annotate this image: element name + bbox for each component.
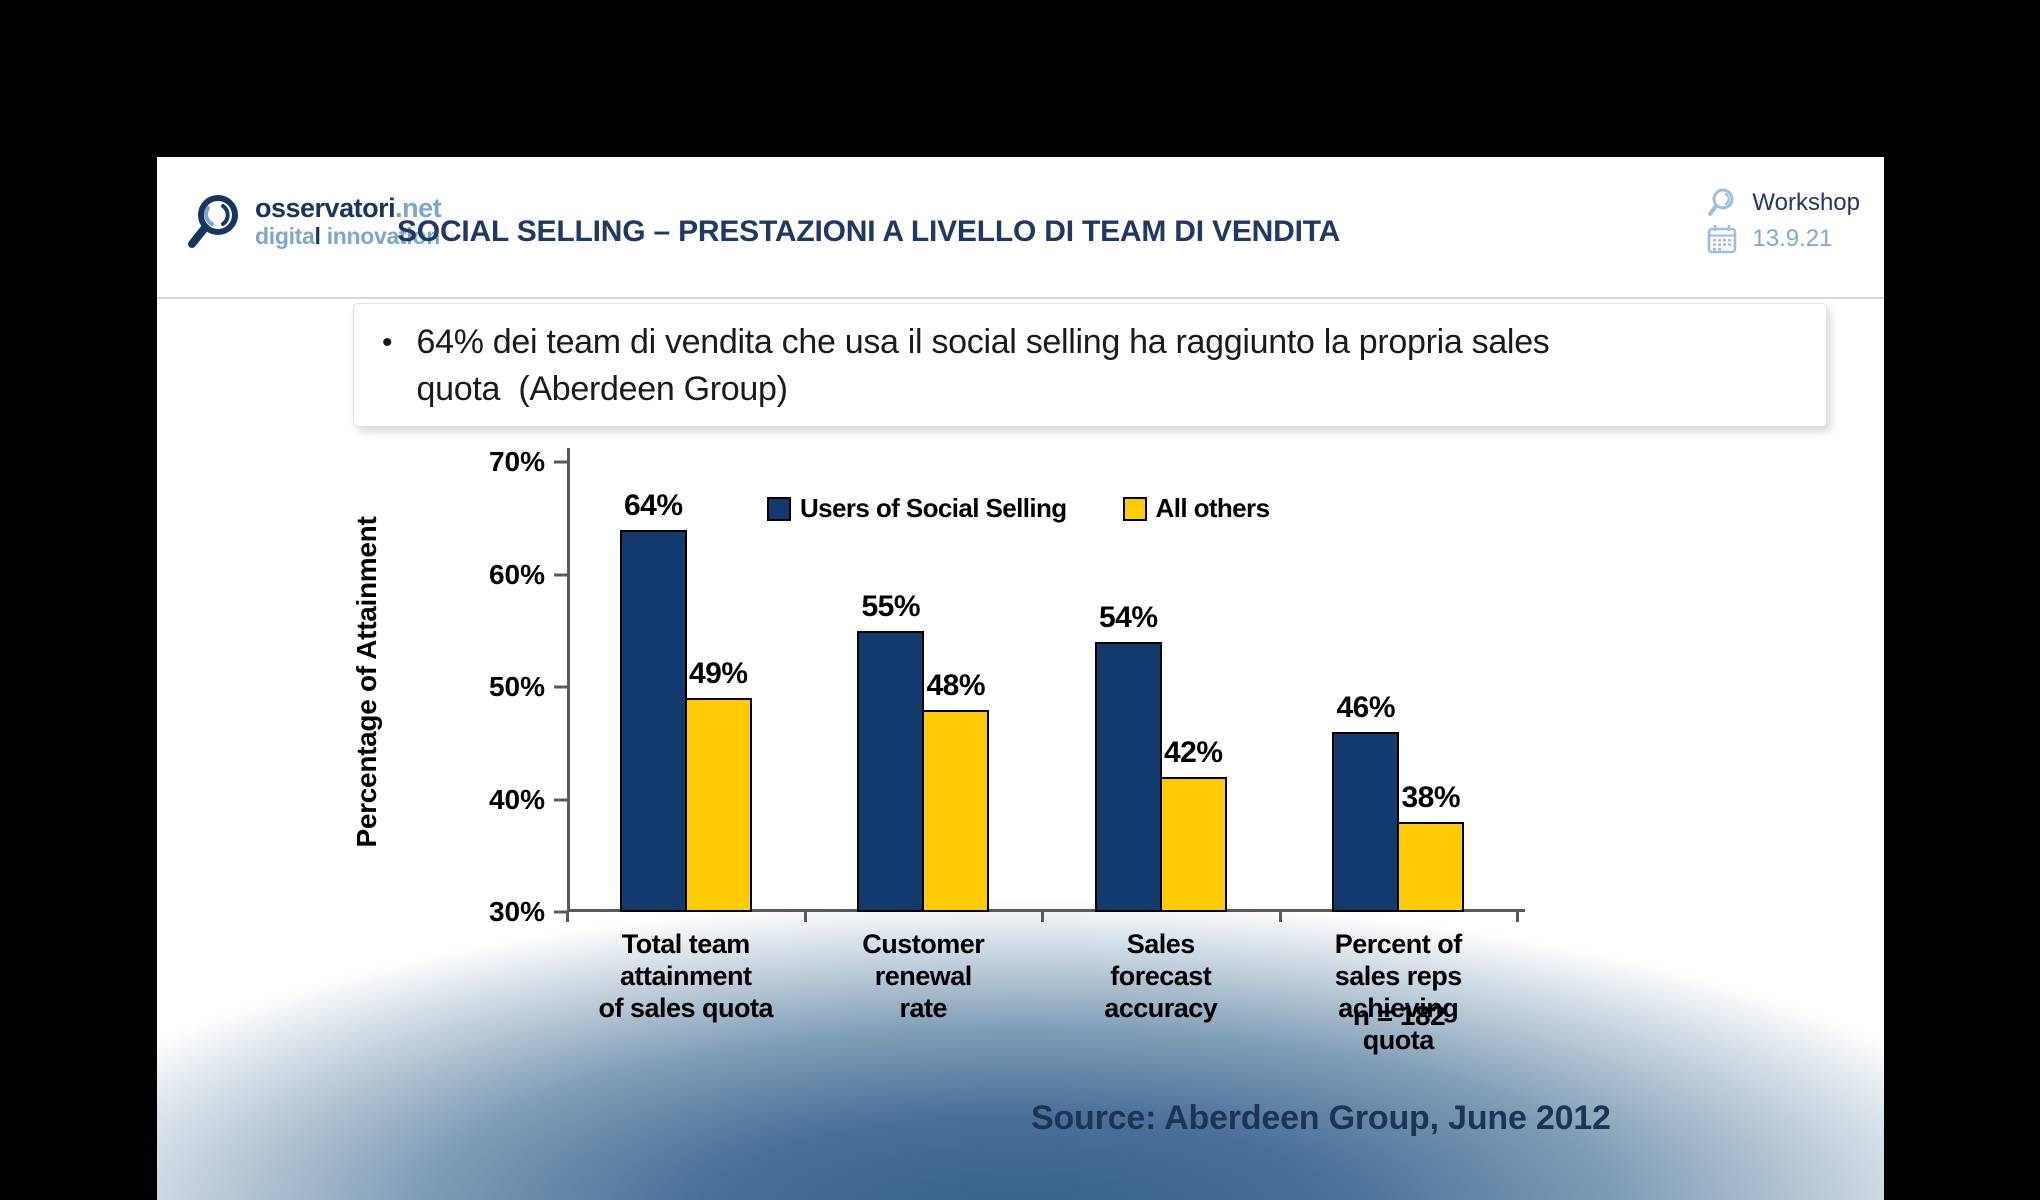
bar-users-of-social-selling-2: 55% [857, 590, 925, 912]
bar-all-others-2: 48% [922, 669, 990, 912]
bullet-text: 64% dei team di vendita che usa il socia… [416, 323, 1559, 408]
bar-value-label: 55% [861, 589, 921, 623]
category-labels: Total team attainment of sales quota Cust… [567, 928, 1517, 1056]
logo-brand-main: osservatori [255, 192, 396, 223]
legend-item-all-others: All others [1122, 493, 1271, 524]
calendar-icon [1708, 225, 1737, 254]
category-label: Percent of sales reps achieving quota [1334, 929, 1463, 1055]
bar-value-label: 42% [1163, 736, 1223, 769]
bar-users-of-social-selling-3: 54% [1094, 601, 1162, 912]
y-axis-tick-label: 60% [488, 558, 545, 590]
bar-all-others-1: 49% [684, 657, 752, 912]
y-axis-tick [554, 798, 567, 801]
y-axis-tick-label: 40% [488, 783, 545, 815]
source-note: Source: Aberdeen Group, June 2012 [1031, 1099, 1611, 1137]
bar-group-3: 54% 42% [1042, 462, 1280, 912]
logo-brand-suffix: .net [395, 192, 442, 223]
y-axis-line [567, 448, 570, 912]
bar-group-2: 55% 48% [805, 462, 1043, 912]
workshop-date: 13.9.21 [1752, 225, 1833, 252]
logo-text: osservatori.net digital innovation [255, 192, 442, 249]
category-label: Sales forecast accuracy [1104, 929, 1218, 1023]
bar-value-label: 46% [1336, 691, 1396, 724]
logo-brand: osservatori.net [255, 192, 442, 223]
x-axis-tick [1041, 912, 1044, 922]
y-axis-tick-label: 30% [488, 896, 545, 927]
legend-swatch-users-of-social-selling [767, 496, 791, 521]
x-axis-tick [566, 912, 569, 922]
logo: osservatori.net digital innovation [185, 191, 442, 251]
workshop-label: Workshop [1752, 189, 1860, 216]
bar-value-label: 48% [926, 668, 986, 702]
sample-size-note: n = 182 [1352, 1000, 1446, 1031]
y-axis-tick [554, 573, 567, 576]
category-label: Total team attainment of sales quota [598, 929, 774, 1023]
x-axis-tick [1516, 912, 1519, 922]
y-axis-tick [554, 685, 567, 689]
x-axis-tick [1278, 912, 1282, 922]
logo-sub-2: l [314, 222, 321, 249]
y-axis-tick [554, 460, 567, 464]
bar-group-4: 46% 38% [1280, 462, 1518, 912]
workshop-magnifier-icon [1708, 188, 1734, 216]
y-axis-label: Percentage of Attainment [351, 516, 382, 848]
bar-users-of-social-selling-4: 46% [1332, 691, 1400, 912]
bar-all-others-4: 38% [1397, 781, 1465, 912]
logo-magnifier-icon [188, 195, 238, 248]
bullet-box: • 64% dei team di vendita che usa il soc… [353, 303, 1827, 427]
bar-value-label: 38% [1401, 781, 1461, 814]
page-title: SOCIAL SELLING – PRESTAZIONI A LIVELLO D… [397, 215, 1341, 248]
bar-value-label: 54% [1098, 601, 1158, 634]
bar-all-others-3: 42% [1159, 736, 1227, 912]
slide: osservatori.net digital innovation SOCIA… [157, 157, 1884, 1200]
logo-sub-1: digita [255, 222, 315, 249]
bar-group-1: 64% 49% [567, 462, 805, 912]
chart-legend: Users of Social Selling All others [767, 493, 1271, 524]
y-axis-tick-label: 70% [488, 446, 545, 477]
category-label: Customer renewal rate [862, 929, 985, 1023]
legend-label: All others [1155, 493, 1271, 523]
bar-value-label: 64% [623, 488, 683, 522]
legend-label: Users of Social Selling [800, 493, 1067, 523]
legend-swatch-all-others [1122, 496, 1147, 521]
logo-sub: digital innovation [255, 222, 441, 249]
bar-value-label: 49% [688, 657, 748, 691]
header: osservatori.net digital innovation SOCIA… [157, 157, 1884, 299]
workshop-block: Workshop 13.9.21 [1706, 187, 1860, 255]
logo-sub-3: innovation [320, 222, 441, 249]
bar-users-of-social-selling-1: 64% [619, 489, 687, 912]
legend-item-users-of-social-selling: Users of Social Selling [767, 493, 1067, 524]
bar-groups: 64% 49% 55% 48% 54% 42% 46% 38% [567, 462, 1517, 912]
plot-area: 30% 40% 50% 60% 70% 64% 49% 55% 48% 54% 42% 46% 38% T… [489, 448, 1525, 1055]
bullet-marker: • [382, 326, 393, 359]
x-axis-tick [803, 912, 807, 922]
y-axis-tick-label: 50% [488, 671, 545, 702]
